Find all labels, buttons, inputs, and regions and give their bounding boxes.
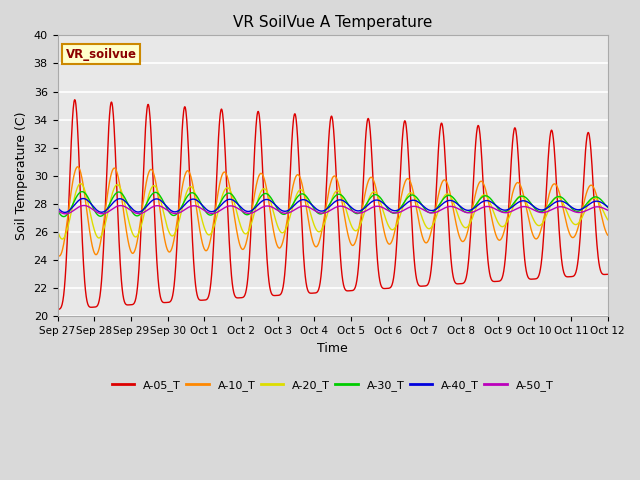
- A-50_T: [238, 208, 246, 214]
- A-50_T: [604, 207, 612, 213]
- A-20_T: [77, 180, 84, 186]
- Legend: A-05_T, A-10_T, A-20_T, A-30_T, A-40_T, A-50_T: A-05_T, A-10_T, A-20_T, A-30_T, A-40_T, …: [108, 375, 557, 395]
- A-40_T: [540, 207, 547, 213]
- A-10_T: [177, 194, 184, 200]
- Line: A-40_T: A-40_T: [58, 199, 608, 213]
- Line: A-05_T: A-05_T: [58, 100, 608, 310]
- A-10_T: [419, 235, 426, 240]
- A-20_T: [238, 227, 246, 233]
- A-20_T: [540, 219, 547, 225]
- A-50_T: [177, 209, 184, 215]
- A-40_T: [79, 196, 87, 202]
- A-30_T: [78, 189, 86, 194]
- A-05_T: [163, 300, 171, 305]
- A-30_T: [177, 205, 184, 211]
- A-05_T: [490, 278, 498, 284]
- A-05_T: [177, 167, 184, 172]
- Y-axis label: Soil Temperature (C): Soil Temperature (C): [15, 112, 28, 240]
- A-30_T: [54, 207, 61, 213]
- A-40_T: [491, 202, 499, 207]
- A-10_T: [163, 247, 171, 252]
- A-20_T: [177, 212, 184, 217]
- A-50_T: [163, 207, 171, 213]
- A-50_T: [491, 206, 499, 212]
- A-20_T: [54, 228, 61, 233]
- A-10_T: [74, 164, 82, 169]
- A-30_T: [163, 206, 171, 212]
- A-10_T: [604, 232, 612, 238]
- Title: VR SoilVue A Temperature: VR SoilVue A Temperature: [233, 15, 432, 30]
- A-05_T: [238, 295, 246, 300]
- A-10_T: [54, 251, 61, 257]
- A-10_T: [238, 246, 246, 252]
- A-40_T: [61, 210, 68, 216]
- A-30_T: [491, 201, 499, 206]
- A-50_T: [540, 210, 547, 216]
- A-05_T: [604, 271, 612, 277]
- A-40_T: [238, 205, 246, 211]
- X-axis label: Time: Time: [317, 342, 348, 355]
- A-30_T: [604, 204, 612, 210]
- Line: A-50_T: A-50_T: [58, 205, 608, 214]
- A-05_T: [71, 97, 79, 103]
- A-40_T: [419, 203, 426, 208]
- Line: A-30_T: A-30_T: [58, 192, 608, 216]
- A-20_T: [491, 212, 499, 217]
- A-10_T: [56, 253, 63, 259]
- Line: A-10_T: A-10_T: [58, 167, 608, 256]
- A-20_T: [604, 217, 612, 223]
- Text: VR_soilvue: VR_soilvue: [66, 48, 137, 61]
- A-40_T: [177, 206, 184, 212]
- A-05_T: [419, 283, 426, 289]
- A-20_T: [58, 236, 66, 242]
- A-10_T: [491, 228, 499, 233]
- A-30_T: [540, 208, 547, 214]
- A-50_T: [61, 211, 69, 216]
- A-50_T: [419, 206, 426, 212]
- A-40_T: [163, 204, 171, 210]
- A-40_T: [604, 204, 612, 210]
- A-50_T: [54, 207, 61, 213]
- A-10_T: [540, 218, 547, 224]
- A-40_T: [54, 204, 61, 210]
- A-05_T: [54, 307, 61, 312]
- Line: A-20_T: A-20_T: [58, 183, 608, 239]
- A-30_T: [238, 208, 246, 214]
- A-30_T: [60, 214, 67, 219]
- A-20_T: [163, 224, 171, 230]
- A-20_T: [419, 216, 426, 222]
- A-50_T: [80, 203, 88, 208]
- A-05_T: [539, 246, 547, 252]
- A-30_T: [419, 203, 426, 209]
